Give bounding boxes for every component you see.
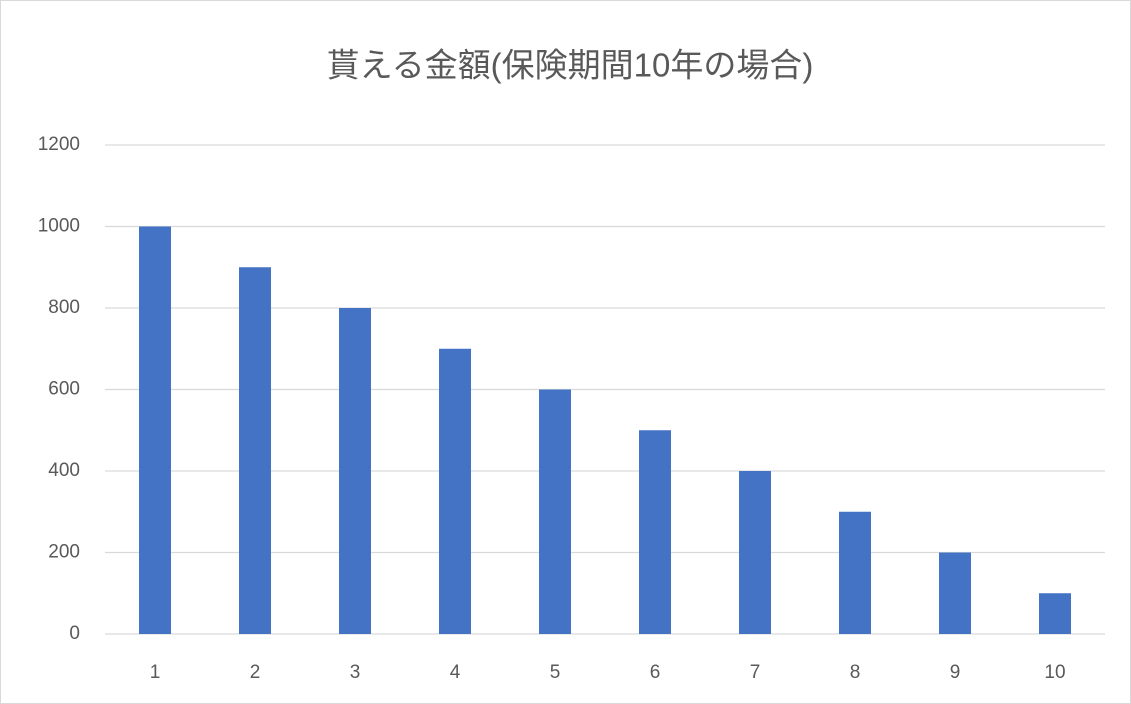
x-tick-label: 3 bbox=[350, 662, 361, 683]
bar bbox=[739, 471, 771, 634]
chart-title: 貰える金額(保険期間10年の場合) bbox=[327, 47, 814, 84]
y-tick-label: 0 bbox=[69, 623, 80, 644]
bar bbox=[639, 430, 671, 634]
bar bbox=[939, 552, 971, 634]
x-tick-label: 1 bbox=[150, 662, 161, 683]
x-tick-label: 7 bbox=[750, 662, 761, 683]
y-tick-label: 1200 bbox=[38, 134, 80, 155]
y-tick-label: 1000 bbox=[38, 216, 80, 237]
y-tick-label: 200 bbox=[48, 542, 80, 563]
bar bbox=[539, 389, 571, 634]
x-tick-label: 4 bbox=[450, 662, 461, 683]
bar bbox=[339, 308, 371, 634]
bar bbox=[139, 226, 171, 634]
x-tick-label: 9 bbox=[950, 662, 961, 683]
bar bbox=[1039, 593, 1071, 634]
bar bbox=[439, 348, 471, 634]
y-tick-label: 800 bbox=[48, 297, 80, 318]
y-tick-label: 400 bbox=[48, 460, 80, 481]
bar bbox=[239, 267, 271, 634]
x-tick-label: 10 bbox=[1044, 662, 1065, 683]
x-tick-label: 6 bbox=[650, 662, 661, 683]
x-tick-label: 8 bbox=[850, 662, 861, 683]
bar bbox=[839, 511, 871, 634]
y-tick-label: 600 bbox=[48, 379, 80, 400]
x-tick-label: 5 bbox=[550, 662, 561, 683]
x-tick-label: 2 bbox=[250, 662, 261, 683]
